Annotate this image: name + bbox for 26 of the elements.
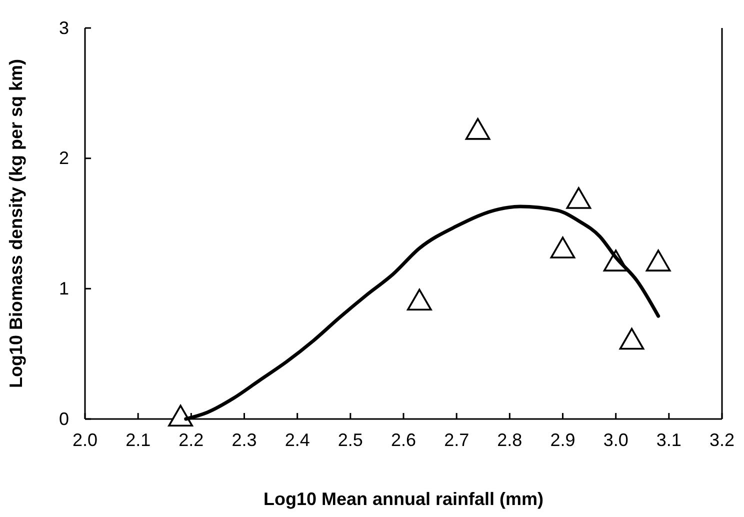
x-tick-label: 2.4: [284, 430, 310, 450]
x-tick-label: 2.3: [232, 430, 257, 450]
x-tick-label: 2.2: [178, 430, 204, 450]
x-tick-label: 3.1: [656, 430, 682, 450]
x-tick-label: 3.0: [603, 430, 628, 450]
point: [566, 187, 592, 209]
x-tick-label: 2.6: [390, 430, 416, 450]
point: [646, 250, 671, 272]
point: [465, 118, 490, 140]
x-tick-label: 2.1: [126, 430, 151, 450]
point: [550, 236, 576, 258]
x-axis-title: Log10 Mean annual rainfall (mm): [263, 489, 544, 509]
point: [619, 328, 644, 350]
y-axis-title: Log10 Biomass density (kg per sq km): [6, 58, 26, 388]
x-tick-label: 2.9: [550, 430, 576, 450]
y-tick-label: 3: [58, 18, 69, 38]
point: [168, 404, 193, 427]
x-tick-label: 3.2: [709, 430, 735, 450]
y-tick-label: 1: [58, 278, 69, 298]
x-tick-label: 2.7: [444, 430, 470, 450]
x-tick-label: 2.5: [338, 430, 363, 450]
y-tick-label: 2: [58, 148, 69, 168]
x-tick-label: 2.8: [497, 430, 522, 450]
x-tick-label: 2.0: [72, 430, 98, 450]
y-tick-label: 0: [58, 408, 69, 429]
point: [407, 288, 432, 311]
